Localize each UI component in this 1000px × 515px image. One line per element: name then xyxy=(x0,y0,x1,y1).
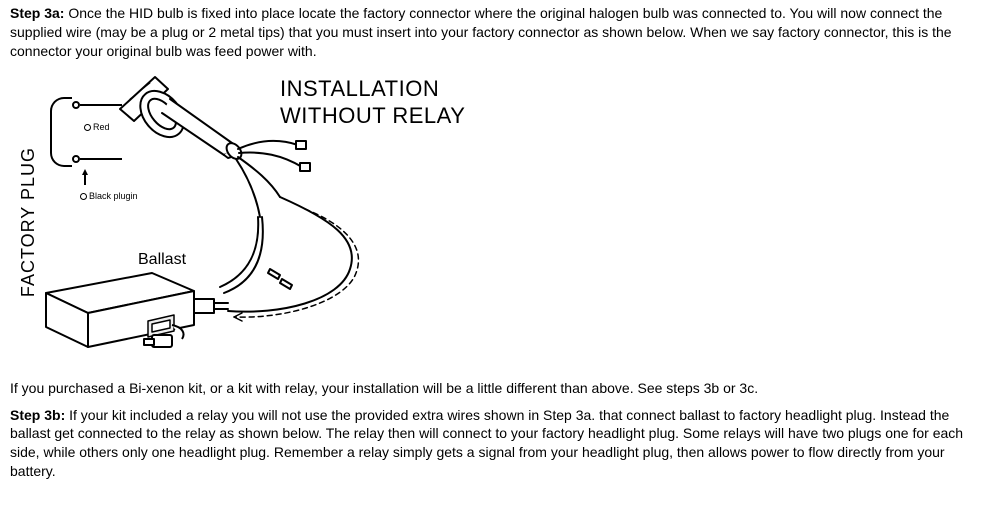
arrow-shaft xyxy=(84,175,86,185)
step3b-text: If your kit included a relay you will no… xyxy=(10,407,963,480)
ballast-box xyxy=(40,269,200,351)
mid-note: If you purchased a Bi-xenon kit, or a ki… xyxy=(10,379,990,398)
step3a-text: Once the HID bulb is fixed into place lo… xyxy=(10,5,952,59)
ring-icon xyxy=(84,124,91,131)
ballast-label: Ballast xyxy=(138,249,186,271)
plug-pin-top xyxy=(72,101,80,109)
step3b-paragraph: Step 3b: If your kit included a relay yo… xyxy=(10,406,990,482)
step3a-paragraph: Step 3a: Once the HID bulb is fixed into… xyxy=(10,4,990,61)
diagram: FACTORY PLUG INSTALLATION WITHOUT RELAY … xyxy=(10,69,630,369)
factory-plug-label: FACTORY PLUG xyxy=(16,147,40,297)
page: Step 3a: Once the HID bulb is fixed into… xyxy=(0,0,1000,499)
step3a-label: Step 3a: xyxy=(10,5,64,21)
plug-pin-bottom xyxy=(72,155,80,163)
ring-icon xyxy=(80,193,87,200)
plug-socket xyxy=(50,97,72,167)
step3b-label: Step 3b: xyxy=(10,407,65,423)
